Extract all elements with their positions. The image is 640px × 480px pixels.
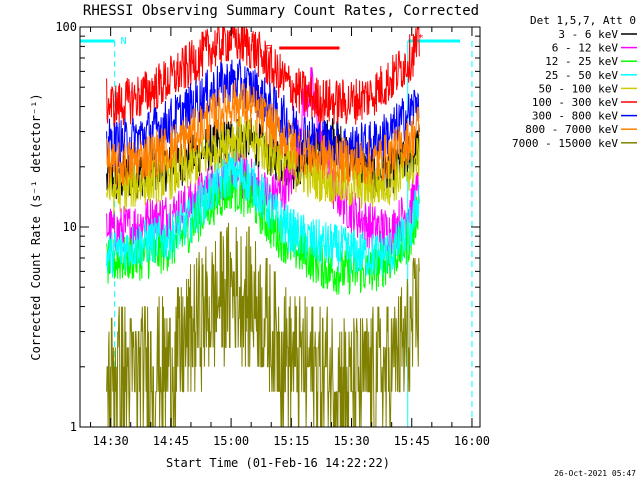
x-axis: 14:30 14:45 15:00 15:15 15:30 15:45 16:00 [90, 27, 490, 448]
series-line [106, 80, 420, 188]
x-tick-label: 14:30 [93, 434, 129, 448]
legend-entry-label: 7000 - 15000 keV [512, 137, 618, 150]
legend-entry-label: 3 - 6 keV [558, 28, 618, 41]
legend-entry-label: 100 - 300 keV [532, 96, 618, 109]
flare-label: F [265, 44, 271, 55]
x-tick-label: 16:00 [454, 434, 490, 448]
y-axis: 1 10 100 [55, 20, 480, 434]
series-line [106, 222, 420, 428]
x-tick-label: 15:30 [333, 434, 369, 448]
timestamp: 26-Oct-2021 05:47 [554, 469, 636, 478]
y-tick-label: 1 [70, 420, 77, 434]
y-tick-label: 10 [63, 220, 77, 234]
series-line [106, 167, 420, 295]
saa-label: L* [412, 33, 424, 44]
chart-title: RHESSI Observing Summary Count Rates, Co… [83, 3, 479, 19]
legend-entry-label: 25 - 50 keV [545, 69, 618, 82]
legend-entry-label: 800 - 7000 keV [525, 123, 618, 136]
legend-entry-label: 50 - 100 keV [539, 82, 619, 95]
x-axis-label: Start Time (01-Feb-16 14:22:22) [166, 456, 390, 470]
x-tick-label: 15:15 [273, 434, 309, 448]
legend-entry-label: 6 - 12 keV [552, 42, 619, 55]
y-tick-label: 100 [55, 20, 77, 34]
series-line [106, 26, 420, 130]
y-axis-label: Corrected Count Rate (s⁻¹ detector⁻¹) [29, 93, 43, 360]
x-tick-label: 14:45 [153, 434, 189, 448]
legend-entry-label: 300 - 800 keV [532, 110, 618, 123]
x-tick-label: 15:45 [394, 434, 430, 448]
x-tick-label: 15:00 [213, 434, 249, 448]
night-label: N [121, 36, 127, 47]
legend-entry-label: 12 - 25 keV [545, 55, 618, 68]
series-line [106, 150, 420, 278]
plot-area: N L* F [80, 26, 473, 428]
legend-header: Det 1,5,7, Att 0 [530, 14, 636, 27]
